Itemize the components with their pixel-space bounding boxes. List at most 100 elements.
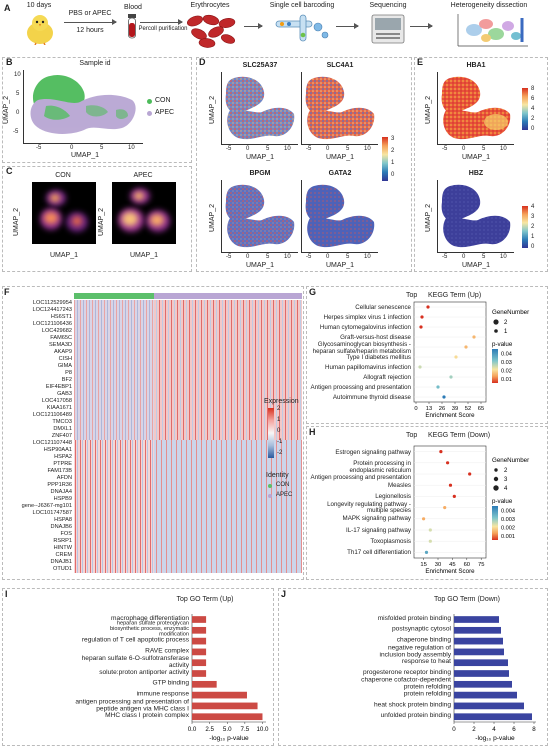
dissection-label: Heterogeneity dissection	[450, 2, 528, 9]
chart-title-prefix: Top	[406, 432, 418, 439]
x-tick: -5	[306, 146, 312, 152]
x-tick-label: 39	[452, 406, 458, 412]
heatmap-gene-label: LOC417058	[41, 398, 72, 404]
bar	[454, 713, 532, 721]
term-label: Graft-versus-host disease	[340, 334, 411, 341]
x-tick: -5	[36, 145, 42, 151]
x-tick-label: 5.0	[223, 726, 232, 733]
x-axis-label: -log₁₀ p-value	[209, 735, 249, 742]
term-label: Antigen processing and presentation	[311, 384, 412, 391]
con-x-label: UMAP_1	[49, 252, 78, 259]
y-axis	[221, 180, 222, 252]
sequencing-label: Sequencing	[369, 2, 407, 9]
x-tick: 10	[364, 254, 371, 260]
term-label: heparan sulfate proteoglycan	[117, 621, 189, 627]
heatmap-gene-label: CISH	[58, 356, 72, 362]
plot-area	[413, 301, 487, 403]
y-tick: -5	[13, 129, 19, 135]
con-density-plot	[32, 182, 96, 244]
term-label: endoplasmic reticulum	[349, 467, 411, 474]
panel-f-label: F	[4, 287, 10, 297]
legend-apec-label: APEC	[155, 109, 175, 116]
identity-apec-label: APEC	[276, 492, 293, 498]
heatmap-gene-label: DMXL1	[53, 426, 72, 432]
data-point	[419, 325, 423, 329]
y-axis	[301, 180, 302, 252]
term-label: Cellular senescence	[355, 304, 411, 311]
gene-title: BPGM	[249, 170, 271, 177]
x-tick-label: 0	[414, 406, 417, 412]
legend-size-dot	[494, 468, 498, 472]
bar	[454, 691, 517, 699]
legend-apec-swatch	[147, 111, 152, 116]
term-label: response to heat	[402, 658, 451, 665]
term-label: GTP binding	[152, 680, 189, 687]
bar	[454, 659, 508, 667]
term-label: Protein processing in	[353, 460, 411, 467]
pvalue-colorbar	[492, 349, 498, 383]
heatmap-gene-label: DNAJB1	[50, 559, 72, 565]
x-tick: 5	[266, 254, 270, 260]
term-label: biosynthetic process, enzymatic	[110, 626, 189, 632]
x-axis	[437, 144, 514, 145]
heatmap-gene-label: AKAP9	[53, 349, 72, 355]
x-axis-label: UMAP_1	[461, 154, 490, 161]
heatmap-gene-label: PPP1R36	[47, 482, 72, 488]
heatmap-gene-label: OTUD1	[53, 566, 72, 572]
x-tick: 10	[284, 146, 291, 152]
x-axis-label: Enrichment Score	[425, 568, 475, 575]
chart-title: KEGG Term (Up)	[428, 292, 482, 299]
data-point	[424, 550, 429, 554]
heatmap-gene-label: LOC112529954	[32, 300, 72, 306]
x-tick: 0	[70, 145, 74, 151]
x-axis	[301, 252, 378, 253]
term-label: heparan sulfate/heparin metabolism	[313, 348, 411, 355]
x-tick: 10	[128, 145, 135, 151]
heatmap-gene-label: HSPA8	[54, 517, 72, 523]
heatmap-gene-label: GIMA	[57, 363, 72, 369]
x-tick: -5	[226, 146, 232, 152]
x-tick-label: 65	[478, 406, 484, 412]
x-axis-label: UMAP_1	[245, 262, 274, 269]
data-point	[428, 528, 432, 532]
y-axis	[23, 70, 24, 143]
blood-label: Blood	[124, 4, 142, 11]
panel-e-frame	[414, 57, 548, 272]
term-label: misfolded protein binding	[378, 615, 452, 622]
x-tick-label: 10.0	[256, 726, 269, 733]
gene-title: HBA1	[466, 62, 486, 69]
identity-bar-apec	[154, 293, 302, 299]
bar	[192, 670, 207, 677]
data-point	[446, 461, 450, 465]
legend-size-label: 3	[504, 477, 508, 483]
x-tick: 0	[326, 254, 330, 260]
y-axis-label: UMAP_2	[209, 95, 216, 124]
bar	[192, 680, 217, 688]
x-tick-label: 26	[439, 406, 445, 412]
identity-apec-swatch	[268, 494, 272, 498]
heatmap-gene-label: KIAA1671	[46, 405, 72, 411]
expression-tick: 2	[277, 406, 281, 412]
x-tick-label: 13	[426, 406, 432, 412]
apec-y-label: UMAP_2	[98, 207, 105, 236]
x-axis-label: UMAP_1	[325, 154, 354, 161]
heatmap-gene-label: HINTW	[53, 545, 72, 551]
term-label: solute:proton antiporter activity	[99, 669, 189, 676]
colorbar-tick: 4	[531, 106, 535, 112]
term-label: heat shock protein binding	[374, 701, 451, 708]
term-label: Human cytomegalovirus infection	[320, 324, 412, 331]
term-label: heparan sulfate 6-O-sulfotransferase	[82, 655, 190, 662]
bar	[454, 626, 501, 634]
con-y-label: UMAP_2	[13, 207, 20, 236]
panel-d-frame	[196, 57, 412, 272]
legend-size-dot	[493, 476, 499, 482]
barcoding-label: Single cell barcoding	[269, 2, 335, 9]
heatmap-gene-label: TMCO3	[52, 419, 72, 425]
heatmap-gene-label: HSPA2	[54, 454, 72, 460]
chart-title-prefix: Top	[406, 292, 418, 299]
term-label: Longevity regulating pathway -	[327, 501, 411, 508]
heatmap-gene-label: AFDN	[56, 475, 72, 481]
term-label: immune response	[137, 691, 190, 698]
bar	[454, 680, 512, 688]
x-axis	[23, 143, 143, 144]
